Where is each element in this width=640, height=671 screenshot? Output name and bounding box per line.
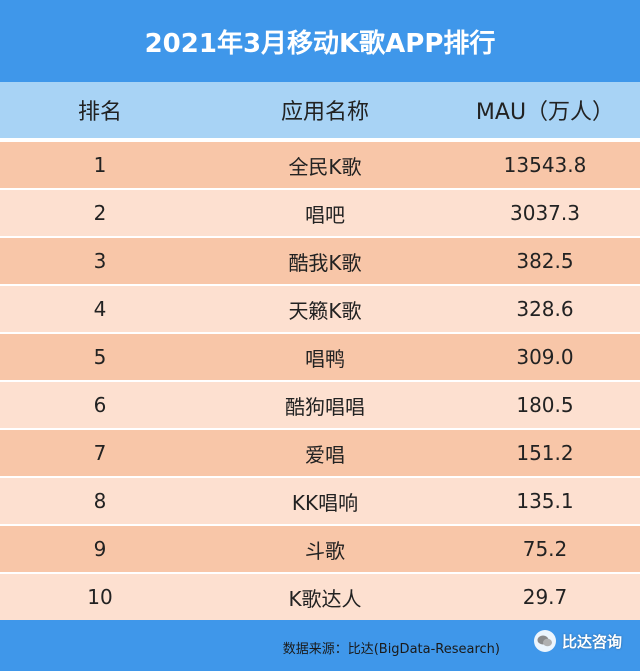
wechat-icon: [533, 630, 556, 652]
table-row: 5 唱鸭 309.0: [0, 334, 640, 380]
row-app-name: 斗歌: [305, 538, 345, 563]
row-app-name: KK唱响: [291, 490, 359, 515]
table-row: 3 酷我K歌 382.5: [0, 238, 640, 284]
row-app-name: 唱鸭: [305, 346, 345, 371]
table-row: 6 酷狗唱唱 180.5: [0, 382, 640, 428]
row-mau: 3037.3: [510, 201, 580, 225]
header-mau: MAU（万人）: [475, 100, 615, 125]
table-body: 1 全民K歌 13543.8 2 唱吧 3037.3 3 酷我K歌 382.5 …: [0, 142, 640, 622]
row-rank: 9: [93, 537, 107, 561]
table-row: 4 天籁K歌 328.6: [0, 286, 640, 332]
row-rank: 5: [93, 345, 107, 369]
row-app-name: 唱吧: [305, 202, 345, 227]
watermark: 比达咨询: [533, 630, 622, 652]
row-mau: 29.7: [522, 585, 568, 609]
row-mau: 13543.8: [503, 153, 587, 177]
row-app-name: 酷我K歌: [288, 250, 362, 275]
row-app-name: K歌达人: [288, 586, 362, 611]
table-header: 排名 应用名称 MAU（万人）: [0, 82, 640, 138]
row-mau: 135.1: [516, 489, 574, 513]
row-mau: 309.0: [516, 345, 574, 369]
row-mau: 328.6: [516, 297, 574, 321]
row-rank: 3: [93, 249, 107, 273]
table-row: 9 斗歌 75.2: [0, 526, 640, 572]
header-app-name: 应用名称: [280, 100, 369, 125]
header-rank: 排名: [77, 100, 122, 125]
table-row: 10 K歌达人 29.7: [0, 574, 640, 620]
watermark-text: 比达咨询: [561, 632, 622, 651]
row-mau: 382.5: [516, 249, 574, 273]
table-row: 7 爱唱 151.2: [0, 430, 640, 476]
table-row: 8 KK唱响 135.1: [0, 478, 640, 524]
row-rank: 4: [93, 297, 107, 321]
table-title: 2021年3月移动K歌APP排行: [0, 0, 640, 82]
row-rank: 6: [93, 393, 107, 417]
row-rank: 10: [87, 585, 113, 609]
data-source-note: 数据来源：比达(BigData-Research): [282, 642, 500, 657]
row-rank: 8: [93, 489, 107, 513]
row-rank: 2: [93, 201, 107, 225]
row-app-name: 酷狗唱唱: [285, 394, 365, 419]
table-row: 2 唱吧 3037.3: [0, 190, 640, 236]
row-app-name: 天籁K歌: [288, 298, 362, 323]
row-mau: 180.5: [516, 393, 574, 417]
row-mau: 151.2: [516, 441, 574, 465]
row-rank: 7: [93, 441, 107, 465]
row-mau: 75.2: [522, 537, 568, 561]
row-app-name: 爱唱: [305, 442, 345, 467]
row-rank: 1: [93, 153, 107, 177]
table-row: 1 全民K歌 13543.8: [0, 142, 640, 188]
footer-bar: 数据来源：比达(BigData-Research) 比达咨询: [0, 620, 640, 671]
row-app-name: 全民K歌: [288, 154, 362, 179]
